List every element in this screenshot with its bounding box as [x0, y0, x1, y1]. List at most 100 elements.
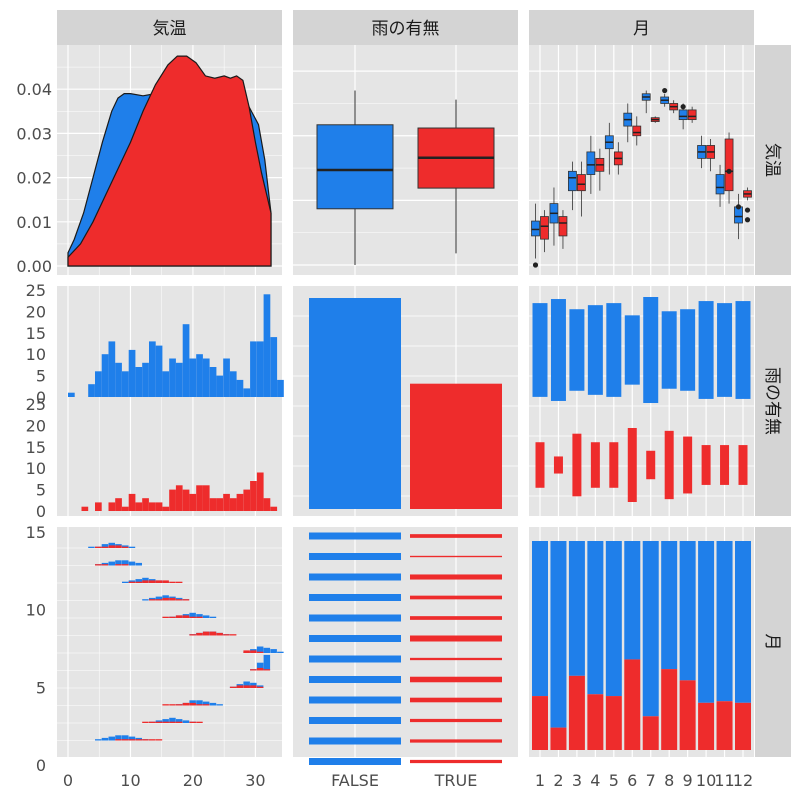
temp-hist-bar-false-23 [223, 358, 230, 397]
month-hist-bar-true-5-17 [182, 615, 190, 618]
rain-month-bar-false-11 [717, 303, 733, 397]
temp-hist-bar-false-8 [122, 371, 129, 397]
month-rain-bar-false-5 [309, 614, 401, 622]
month-hist-bar-true-11-16 [175, 721, 183, 723]
temp-hist-bar-true-28 [256, 472, 264, 511]
xtick-temp-2: 20 [183, 771, 203, 790]
month-box-false-11 [715, 174, 725, 195]
month-hist-bar-true-5-15 [169, 616, 176, 618]
temp-hist-bar-false-10 [135, 367, 143, 397]
rain-month-bar-true-7 [646, 450, 656, 480]
month-hist-bar-true-6-21 [209, 631, 217, 636]
month-hist-bar-true-12-7 [115, 739, 122, 741]
month-stack-false-10 [698, 541, 715, 703]
temp-hist-bar-true-26 [243, 489, 251, 511]
temp-hist-bar-true-9 [128, 493, 136, 511]
month-rain-bar-true-11 [410, 739, 502, 743]
month-hist-bar-true-9-25 [236, 685, 244, 688]
month-hist-bar-false-7-28 [256, 646, 264, 653]
temp-hist-bar-true-10 [135, 502, 143, 511]
month-rain-bar-false-2 [309, 553, 401, 560]
month-box-true-6 [632, 125, 642, 137]
month-hist-bar-true-2-4 [95, 564, 102, 566]
ytick-count-true-3: 15 [26, 438, 46, 457]
month-hist-bar-true-11-19 [196, 721, 203, 723]
temp-hist-bar-false-5 [101, 354, 109, 397]
month-hist-bar-true-10-20 [202, 704, 210, 706]
strip-right-1-label: 気温 [762, 143, 782, 177]
month-stack-false-5 [605, 541, 622, 697]
temp-hist-bar-true-29 [263, 498, 271, 511]
month-hist-bar-false-5-21 [209, 616, 217, 618]
strip-top-3-label: 月 [633, 19, 650, 39]
month-hist-bar-true-4-17 [182, 599, 190, 601]
month-hist-bar-false-11-14 [162, 719, 169, 723]
month-hist-bar-false-7-29 [263, 647, 271, 653]
ytick-count-false-3: 15 [26, 324, 46, 343]
month-stack-true-4 [587, 694, 604, 750]
month-stack-true-2 [550, 727, 567, 750]
month-hist-bar-true-11-12 [149, 721, 156, 723]
month-hist-bar-true-12-9 [128, 739, 136, 741]
month-stack-true-8 [661, 669, 678, 750]
month-hist-bar-true-10-18 [189, 702, 196, 706]
strip-top-2 [293, 10, 518, 45]
month-hist-bar-false-2-9 [128, 561, 136, 566]
month-rain-bar-false-4 [309, 594, 401, 601]
month-rain-bar-false-6 [309, 635, 401, 642]
strip-right-3 [755, 527, 791, 757]
month-stack-false-6 [624, 541, 641, 660]
month-hist-bar-true-4-14 [162, 597, 169, 601]
xtick-month-5: 6 [627, 771, 637, 790]
month-hist-bar-false-10-19 [196, 700, 203, 706]
month-hist-bar-true-7-27 [250, 650, 257, 653]
month-box-false-1 [531, 220, 540, 237]
month-box-true-1 [540, 216, 549, 240]
ytick-density-3: 0.03 [16, 124, 52, 143]
ytick-count-true-1: 5 [36, 481, 46, 500]
ytick-count-true-2: 10 [26, 459, 46, 478]
month-stack-true-6 [624, 659, 641, 750]
rain-month-bar-true-10 [701, 445, 711, 485]
month-hist-bar-true-2-8 [122, 564, 129, 566]
month-hist-bar-true-12-13 [155, 739, 163, 741]
month-rain-bar-true-5 [410, 616, 502, 620]
month-hist-bar-false-10-20 [202, 701, 210, 706]
month-stack-true-5 [605, 696, 622, 750]
temp-hist-bar-true-18 [189, 493, 197, 511]
month-stack-true-12 [735, 702, 751, 750]
rain-month-bar-false-7 [643, 297, 659, 403]
month-box-false-4 [586, 151, 596, 175]
month-hist-bar-true-10-17 [182, 702, 190, 706]
month-hist-bar-true-8-29 [263, 669, 271, 671]
xtick-month-0: 1 [535, 771, 545, 790]
month-rain-bar-true-6 [410, 635, 502, 642]
month-hist-bar-true-11-14 [162, 721, 169, 723]
month-stack-false-9 [679, 541, 696, 681]
month-stack-false-8 [661, 541, 678, 670]
temp-hist-bar-false-22 [216, 375, 224, 397]
month-hist-bar-true-7-26 [243, 650, 250, 653]
month-hist-bar-true-7-28 [256, 651, 264, 653]
xtick-month-8: 9 [683, 771, 693, 790]
month-stack-true-10 [698, 702, 715, 750]
temp-hist-bar-false-26 [243, 388, 251, 397]
temp-hist-bar-false-12 [149, 341, 156, 397]
month-rain-bar-false-8 [309, 676, 401, 683]
temp-hist-bar-true-4 [95, 502, 102, 511]
month-hist-bar-true-12-10 [135, 739, 142, 741]
month-hist-bar-true-11-15 [169, 721, 176, 723]
ytick-count-false-2: 10 [26, 345, 46, 364]
ytick-density-0: 0.00 [16, 257, 52, 276]
temp-hist-bar-true-2 [81, 506, 89, 511]
xtick-month-4: 5 [609, 771, 619, 790]
strip-top-2-label: 雨の有無 [372, 19, 440, 39]
month-hist-bar-true-3-11 [142, 580, 149, 583]
temp-hist-bar-false-17 [182, 324, 190, 397]
ytick-monthcount-1: 5 [36, 678, 46, 697]
month-hist-bar-false-2-8 [122, 560, 129, 566]
rain-count-bar-true [410, 383, 502, 509]
rain-month-bar-true-6 [627, 428, 637, 502]
xtick-temp-0: 0 [63, 771, 73, 790]
